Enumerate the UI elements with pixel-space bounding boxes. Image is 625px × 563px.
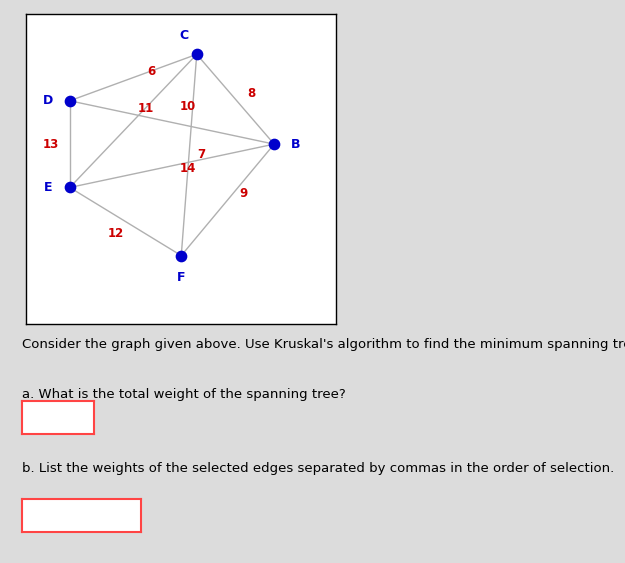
Text: F: F	[177, 271, 186, 284]
Text: 11: 11	[138, 102, 154, 115]
Text: 7: 7	[198, 149, 206, 162]
Text: E: E	[44, 181, 53, 194]
Point	[65, 183, 75, 192]
Text: a. What is the total weight of the spanning tree?: a. What is the total weight of the spann…	[22, 388, 346, 401]
Text: 8: 8	[247, 87, 255, 100]
Text: 6: 6	[148, 65, 156, 78]
Text: D: D	[43, 94, 53, 108]
Text: C: C	[180, 29, 189, 42]
Text: 13: 13	[43, 137, 59, 151]
Text: 9: 9	[239, 187, 248, 200]
Text: Consider the graph given above. Use Kruskal's algorithm to find the minimum span: Consider the graph given above. Use Krus…	[22, 338, 625, 351]
Point	[176, 251, 186, 260]
Text: b. List the weights of the selected edges separated by commas in the order of se: b. List the weights of the selected edge…	[22, 462, 614, 475]
Text: 10: 10	[179, 100, 196, 114]
Point	[269, 140, 279, 149]
Point	[65, 96, 75, 105]
Point	[192, 50, 202, 59]
Text: 14: 14	[179, 162, 196, 176]
Text: 12: 12	[108, 227, 124, 240]
Text: B: B	[291, 137, 301, 151]
